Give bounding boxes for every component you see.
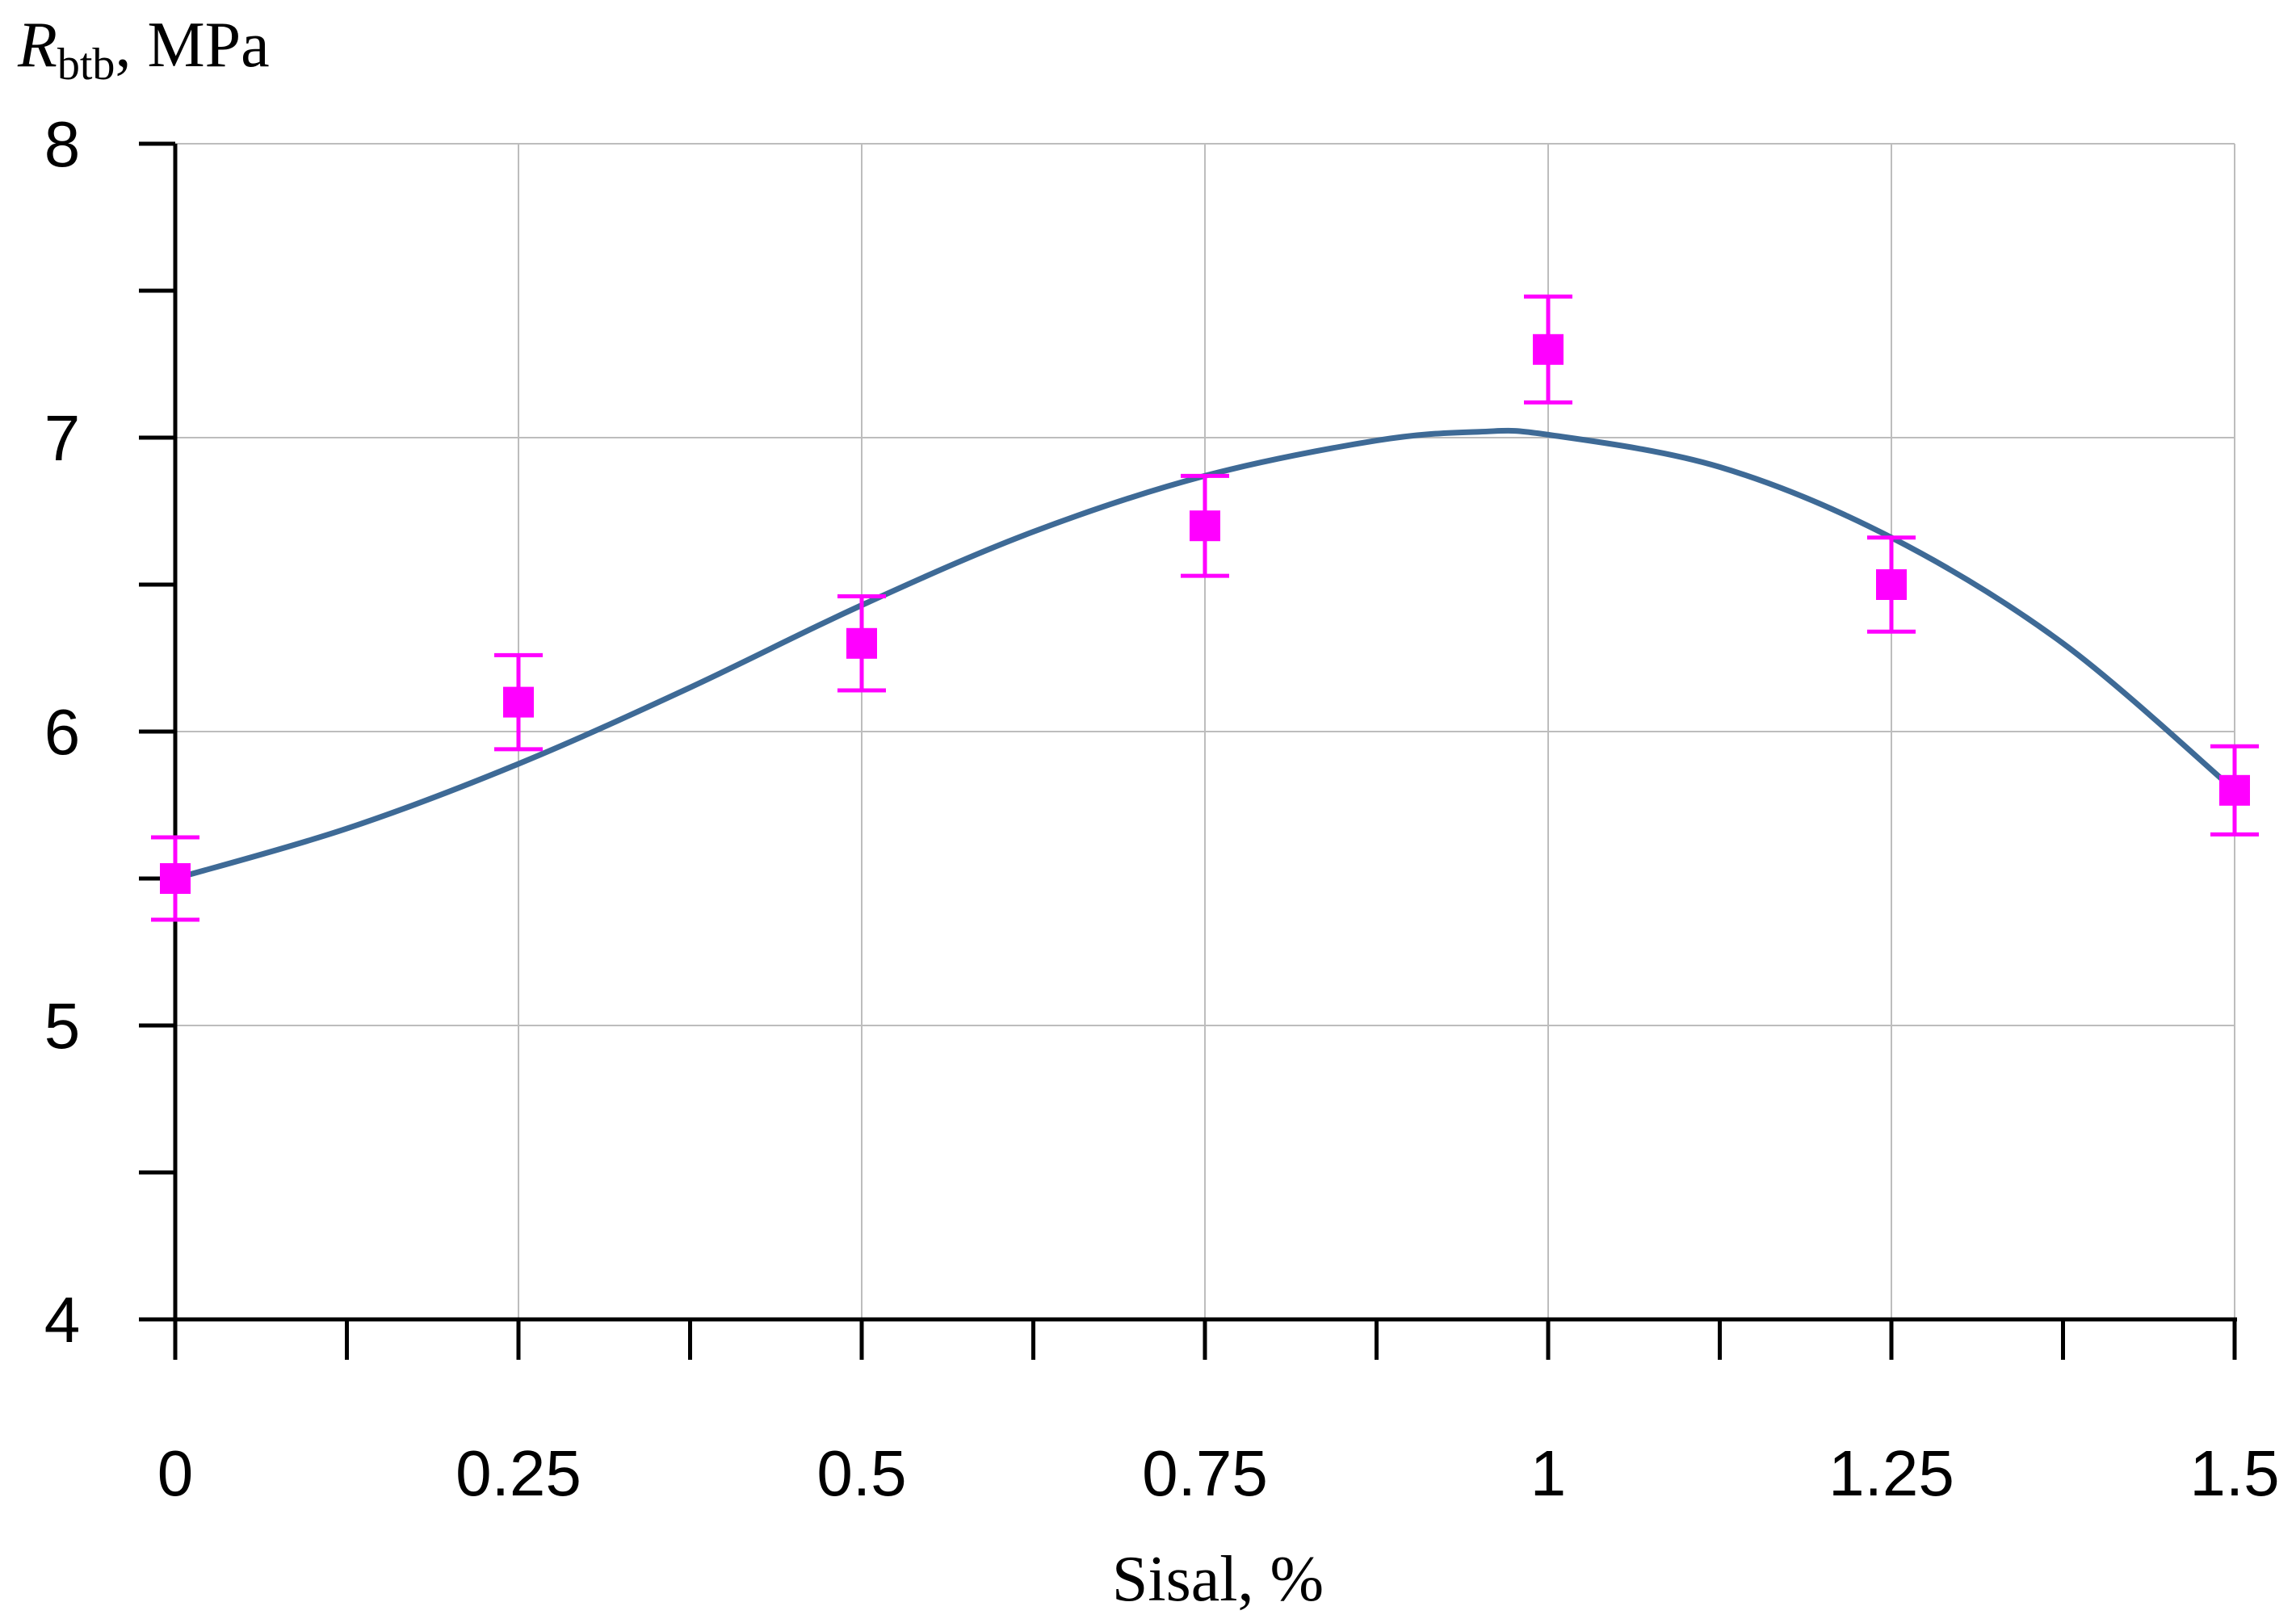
- y-tick-label: 7: [44, 402, 81, 474]
- data-marker: [1876, 569, 1907, 600]
- y-tick-label: 6: [44, 696, 81, 768]
- y-axis-subscript: btb: [57, 40, 115, 90]
- data-point: [1867, 535, 1916, 634]
- x-axis-label: Sisal, %: [1112, 1544, 1324, 1615]
- y-axis-symbol: R: [17, 10, 57, 81]
- data-point: [837, 594, 886, 693]
- data-point: [1524, 294, 1572, 405]
- data-marker: [160, 863, 191, 894]
- y-tick-label: 4: [44, 1284, 81, 1356]
- data-point: [2210, 744, 2259, 837]
- data-marker: [2219, 774, 2250, 806]
- data-point: [494, 652, 543, 752]
- data-point: [151, 835, 199, 922]
- x-tick-label: 1.25: [1828, 1437, 1954, 1509]
- x-tick-label: 0: [157, 1437, 194, 1509]
- grid: [175, 143, 2235, 1319]
- data-point: [1181, 473, 1229, 578]
- axes: [139, 141, 2237, 1360]
- x-tick-label: 0.75: [1142, 1437, 1268, 1509]
- x-tick-labels: 0 0.25 0.5 0.75 1 1.25 1.5: [157, 1437, 2280, 1509]
- data-marker: [1190, 510, 1220, 542]
- y-tick-label: 5: [44, 990, 81, 1062]
- x-tick-label: 1: [1530, 1437, 1567, 1509]
- data-marker: [503, 686, 534, 718]
- data-points: [151, 294, 2259, 922]
- x-tick-label: 0.25: [455, 1437, 581, 1509]
- y-axis-unit: , MPa: [115, 10, 269, 81]
- x-tick-label: 1.5: [2189, 1437, 2279, 1509]
- y-tick-label: 8: [44, 108, 81, 180]
- x-tick-label: 0.5: [816, 1437, 906, 1509]
- y-tick-labels: 4 5 6 7 8: [44, 108, 81, 1356]
- y-axis-label: Rbtb, MPa: [17, 10, 270, 90]
- data-marker: [1533, 333, 1564, 365]
- data-marker: [846, 627, 877, 659]
